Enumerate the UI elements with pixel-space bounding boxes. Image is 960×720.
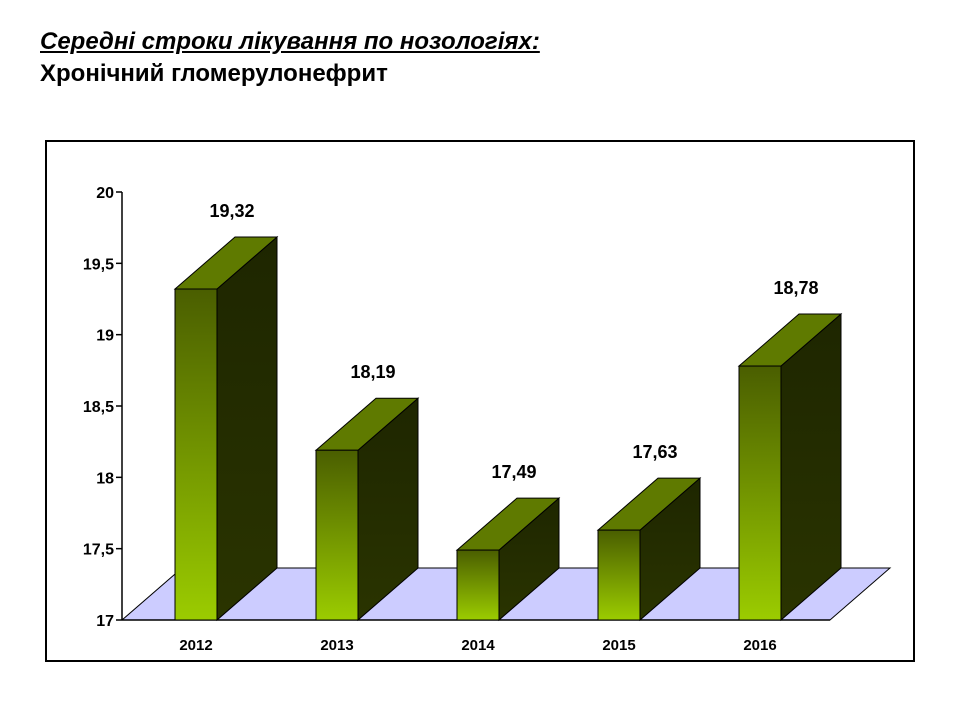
- data-label-2016: 18,78: [773, 278, 818, 298]
- bar-2012: [173, 235, 279, 622]
- data-label-2012: 19,32: [209, 201, 254, 221]
- y-tick-label: 18,5: [83, 399, 114, 416]
- bar-side-face: [780, 312, 842, 622]
- bar-2013: [314, 397, 420, 622]
- bar-2015: [596, 477, 702, 622]
- x-tick-label-2012: 2012: [179, 637, 212, 654]
- bar-front-face: [738, 365, 782, 621]
- bar-2016: [737, 312, 843, 622]
- y-tick-label: 19: [96, 328, 114, 345]
- y-tick-label: 18: [96, 470, 114, 487]
- x-tick-label-2016: 2016: [743, 637, 776, 654]
- data-label-2014: 17,49: [491, 462, 536, 482]
- y-tick-label: 17: [96, 613, 114, 630]
- x-tick-label-2015: 2015: [602, 637, 635, 654]
- bar-front-face: [456, 549, 500, 621]
- data-label-2015: 17,63: [632, 442, 677, 462]
- bar-side-face: [216, 235, 278, 622]
- y-tick-label: 19,5: [83, 256, 114, 273]
- page-subtitle: Хронічний гломерулонефрит: [40, 60, 388, 87]
- page-title: Середні строки лікування по нозологіях:: [40, 28, 540, 55]
- bar-front-face: [315, 449, 359, 621]
- bar-2014: [455, 496, 561, 622]
- x-tick-label-2014: 2014: [461, 637, 495, 654]
- data-label-2013: 18,19: [350, 362, 395, 382]
- y-tick-label: 17,5: [83, 542, 114, 559]
- bar-front-face: [597, 529, 641, 621]
- x-tick-label-2013: 2013: [320, 637, 353, 654]
- y-tick-label: 20: [96, 185, 114, 202]
- bar-front-face: [174, 288, 218, 621]
